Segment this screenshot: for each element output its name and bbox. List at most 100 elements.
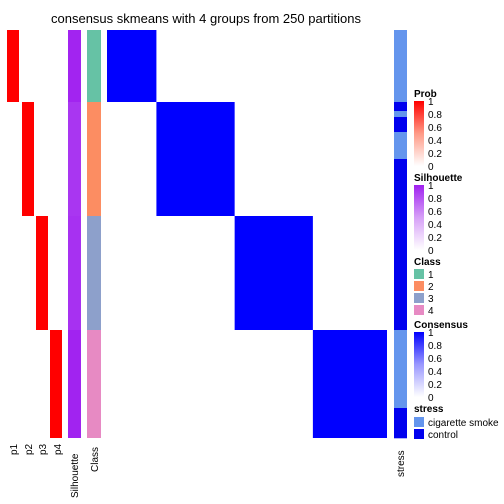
stress-cell: [394, 69, 407, 73]
legend-class-title: Class: [414, 257, 441, 268]
stress-cell: [394, 357, 407, 361]
stress-cell: [394, 231, 407, 235]
stress-cell: [394, 108, 407, 112]
legend-silhouette-tick: 1: [428, 181, 434, 192]
stress-cell: [394, 225, 407, 229]
stress-cell: [394, 261, 407, 265]
legend-consensus-tick: 0.8: [428, 341, 442, 352]
stress-cell: [394, 378, 407, 382]
stress-cell: [394, 228, 407, 232]
stress-cell: [394, 48, 407, 52]
column-label-class: Class: [90, 447, 101, 472]
prob-cell-g4-p1: [7, 330, 19, 438]
stress-cell: [394, 120, 407, 124]
stress-cell: [394, 414, 407, 418]
stress-cell: [394, 303, 407, 307]
consensus-block-2: [156, 102, 235, 216]
stress-cell: [394, 288, 407, 292]
stress-cell: [394, 369, 407, 373]
prob-cell-g4-p2: [22, 330, 34, 438]
stress-cell: [394, 411, 407, 415]
legend-prob-tick: 0.2: [428, 149, 442, 160]
column-label-p2: p2: [24, 443, 35, 455]
stress-cell: [394, 309, 407, 313]
column-label-p3: p3: [38, 443, 49, 455]
stress-cell: [394, 243, 407, 247]
stress-cell: [394, 117, 407, 121]
legend-stress-label: control: [428, 430, 458, 441]
legend-silhouette-title: Silhouette: [414, 173, 463, 184]
stress-cell: [394, 72, 407, 76]
stress-cell: [394, 177, 407, 181]
consensus-block-4: [312, 330, 387, 438]
legend-silhouette-tick: 0.8: [428, 194, 442, 205]
stress-cell: [394, 78, 407, 82]
stress-cell: [394, 306, 407, 310]
prob-cell-g3-p4: [50, 216, 62, 330]
legend-silhouette-tick: 0: [428, 246, 434, 257]
stress-cell: [394, 114, 407, 118]
stress-cell: [394, 102, 407, 106]
stress-cell: [394, 291, 407, 295]
legend-consensus: Consensus 1 0.8 0.6 0.4 0.2 0: [414, 320, 468, 404]
stress-cell: [394, 393, 407, 397]
stress-cell: [394, 258, 407, 262]
stress-cell: [394, 390, 407, 394]
stress-cell: [394, 234, 407, 238]
prob-cell-g2-p4: [50, 102, 62, 216]
stress-cell: [394, 336, 407, 340]
prob-cell-g4-p4: [50, 330, 62, 438]
stress-cell: [394, 246, 407, 250]
consensus-block-1: [107, 30, 157, 102]
stress-cell: [394, 180, 407, 184]
stress-cell: [394, 198, 407, 202]
legend-silhouette-gradient: [414, 185, 424, 250]
stress-cell: [394, 39, 407, 43]
prob-cell-g1-p2: [22, 30, 34, 102]
stress-cell: [394, 162, 407, 166]
stress-cell: [394, 207, 407, 211]
legend-consensus-tick: 0.4: [428, 367, 442, 378]
stress-cell: [394, 282, 407, 286]
prob-cell-g2-p3: [36, 102, 48, 216]
stress-cell: [394, 201, 407, 205]
class-cell-g1: [87, 30, 101, 102]
prob-cell-g2-p2: [22, 102, 34, 216]
stress-cell: [394, 435, 407, 439]
stress-cell: [394, 90, 407, 94]
stress-cell: [394, 51, 407, 55]
stress-cell: [394, 360, 407, 364]
class-cell-g4: [87, 330, 101, 438]
legend-class-label-2: 2: [428, 282, 434, 293]
legend-stress-title: stress: [414, 404, 444, 415]
prob-cell-g1-p3: [36, 30, 48, 102]
legend-prob-tick: 0.6: [428, 123, 442, 134]
legend-stress-swatch: [414, 429, 424, 439]
legend-silhouette: Silhouette 1 0.8 0.6 0.4 0.2 0: [414, 173, 463, 257]
stress-cell: [394, 186, 407, 190]
stress-cell: [394, 183, 407, 187]
stress-cell: [394, 36, 407, 40]
stress-cell: [394, 132, 407, 136]
legend-class-swatch-4: [414, 305, 424, 315]
stress-cell: [394, 285, 407, 289]
stress-cell: [394, 363, 407, 367]
probability-columns: [7, 30, 62, 438]
stress-cell: [394, 105, 407, 109]
consensus-matrix: [107, 30, 387, 438]
legend-consensus-tick: 1: [428, 328, 434, 339]
prob-cell-g3-p1: [7, 216, 19, 330]
stress-cell: [394, 432, 407, 436]
silhouette-column: [68, 30, 81, 438]
stress-cell: [394, 222, 407, 226]
stress-cell: [394, 84, 407, 88]
stress-cell: [394, 297, 407, 301]
stress-cell: [394, 387, 407, 391]
stress-cell: [394, 87, 407, 91]
stress-cell: [394, 372, 407, 376]
stress-cell: [394, 210, 407, 214]
stress-cell: [394, 45, 407, 49]
stress-cell: [394, 300, 407, 304]
legend-consensus-tick: 0.6: [428, 354, 442, 365]
